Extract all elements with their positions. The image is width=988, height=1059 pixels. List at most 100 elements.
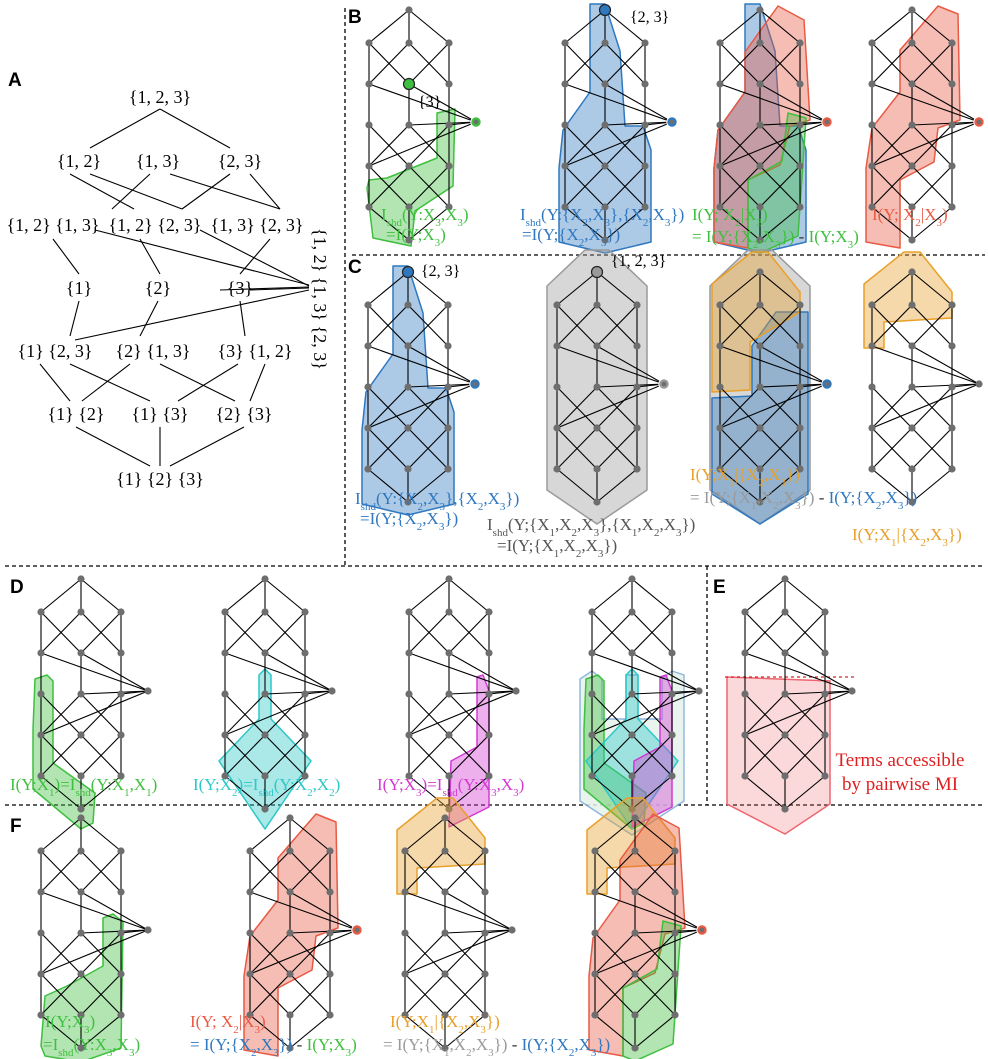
lattice-node xyxy=(364,465,372,473)
lattice-edge xyxy=(408,42,450,85)
lattice-edge xyxy=(80,690,149,695)
lattice-edge xyxy=(139,300,159,337)
lattice-edge xyxy=(719,386,761,429)
lattice-node xyxy=(561,39,569,47)
lattice-edge xyxy=(594,850,636,893)
lattice-edge xyxy=(911,124,953,167)
lattice-node xyxy=(756,301,764,309)
lattice-edge xyxy=(289,929,358,934)
lattice-node xyxy=(441,1011,449,1019)
lattice-edge xyxy=(249,1014,291,1049)
lattice-edge xyxy=(596,304,638,347)
lattice-node xyxy=(868,383,876,391)
lattice-edge xyxy=(871,468,913,503)
lattice-node xyxy=(441,888,449,896)
lattice-edge xyxy=(591,693,633,736)
lattice-edge xyxy=(177,363,239,402)
lattice-edge xyxy=(80,578,122,613)
caption-c2-line1: Ishd​(Y;{X1​,X2​,X3​},{X1​,X2​,X3​}) xyxy=(487,515,695,539)
lattice-node xyxy=(601,236,609,244)
region-cyan xyxy=(218,668,312,830)
lattice-node xyxy=(716,424,724,432)
lattice-node xyxy=(781,608,789,616)
lattice-edge xyxy=(407,383,476,388)
lattice-node xyxy=(671,847,679,855)
lattice-node xyxy=(77,772,85,780)
lattice-node xyxy=(553,465,561,473)
lattice-node xyxy=(716,121,724,129)
lattice-edge xyxy=(408,652,517,692)
lattice-node xyxy=(716,39,724,47)
lattice-node-core xyxy=(661,381,667,387)
lattice-node xyxy=(908,268,916,276)
lattice-edge xyxy=(596,345,665,385)
lattice-node xyxy=(716,301,724,309)
lattice-node xyxy=(908,424,916,432)
lattice-node xyxy=(401,970,409,978)
lattice-node xyxy=(246,847,254,855)
lattice-edge xyxy=(39,363,71,402)
lattice-node xyxy=(117,690,125,698)
lattice-node xyxy=(756,465,764,473)
lattice-edge xyxy=(448,734,490,777)
lattice-edge xyxy=(40,611,82,654)
lattice-node xyxy=(364,424,372,432)
lattice-node xyxy=(444,465,452,473)
lattice-node xyxy=(401,1011,409,1019)
lattice-node xyxy=(445,805,453,813)
lattice-node xyxy=(444,383,452,391)
lattice-node xyxy=(601,39,609,47)
lattice-node xyxy=(405,203,413,211)
lattice-edge xyxy=(224,652,333,692)
lattice-node xyxy=(588,731,596,739)
lattice-label-1: {1} xyxy=(66,278,92,298)
lattice-edge xyxy=(40,850,82,893)
lattice-edge xyxy=(40,693,82,736)
lattice-edge xyxy=(784,578,826,613)
caption-d1: I(Y;X1​)=Ishd​(Y:X1​,X1​) xyxy=(10,775,157,799)
lattice-node xyxy=(553,342,561,350)
lattice-node xyxy=(948,39,956,47)
lattice-edge xyxy=(719,304,761,347)
lattice-edge xyxy=(911,42,953,85)
lattice-node xyxy=(868,301,876,309)
lattice-node xyxy=(948,383,956,391)
lattice-node xyxy=(37,608,45,616)
lattice-node xyxy=(261,575,269,583)
lattice-edge xyxy=(80,932,122,975)
lattice-node xyxy=(631,1011,639,1019)
lattice-edge xyxy=(556,383,665,429)
mini-lattice-c3 xyxy=(709,249,833,525)
lattice-edge xyxy=(871,42,913,85)
lattice-node xyxy=(756,80,764,88)
lattice-node xyxy=(868,39,876,47)
lattice-node xyxy=(633,424,641,432)
lattice-node xyxy=(848,687,856,695)
lattice-node xyxy=(741,690,749,698)
lattice-label-3: {3} xyxy=(227,278,253,298)
lattice-edge xyxy=(448,775,490,810)
lattice-node xyxy=(628,805,636,813)
lattice-label-top: {1, 2, 3} xyxy=(129,87,191,107)
lattice-node xyxy=(246,888,254,896)
lattice-edge xyxy=(69,173,135,210)
lattice-edge xyxy=(404,891,513,931)
lattice-edge xyxy=(199,229,310,287)
lattice-edge xyxy=(784,693,826,736)
lattice-edge xyxy=(444,891,513,931)
lattice-node xyxy=(796,39,804,47)
mini-lattice-c4 xyxy=(863,251,983,506)
lattice-node xyxy=(796,301,804,309)
lattice-node xyxy=(631,1044,639,1052)
lattice-node xyxy=(77,847,85,855)
lattice-edge xyxy=(111,173,151,210)
lattice-node xyxy=(716,203,724,211)
lattice-edge xyxy=(556,468,598,503)
lattice-node xyxy=(401,888,409,896)
lattice-node xyxy=(908,203,916,211)
caption-b1-line2: =I(Y;X3​) xyxy=(386,225,446,249)
mini-lattice-f2 xyxy=(243,813,363,1057)
lattice-node xyxy=(601,80,609,88)
node-label-c-123: {1, 2, 3} xyxy=(611,253,666,270)
highlighted-node xyxy=(401,265,415,279)
